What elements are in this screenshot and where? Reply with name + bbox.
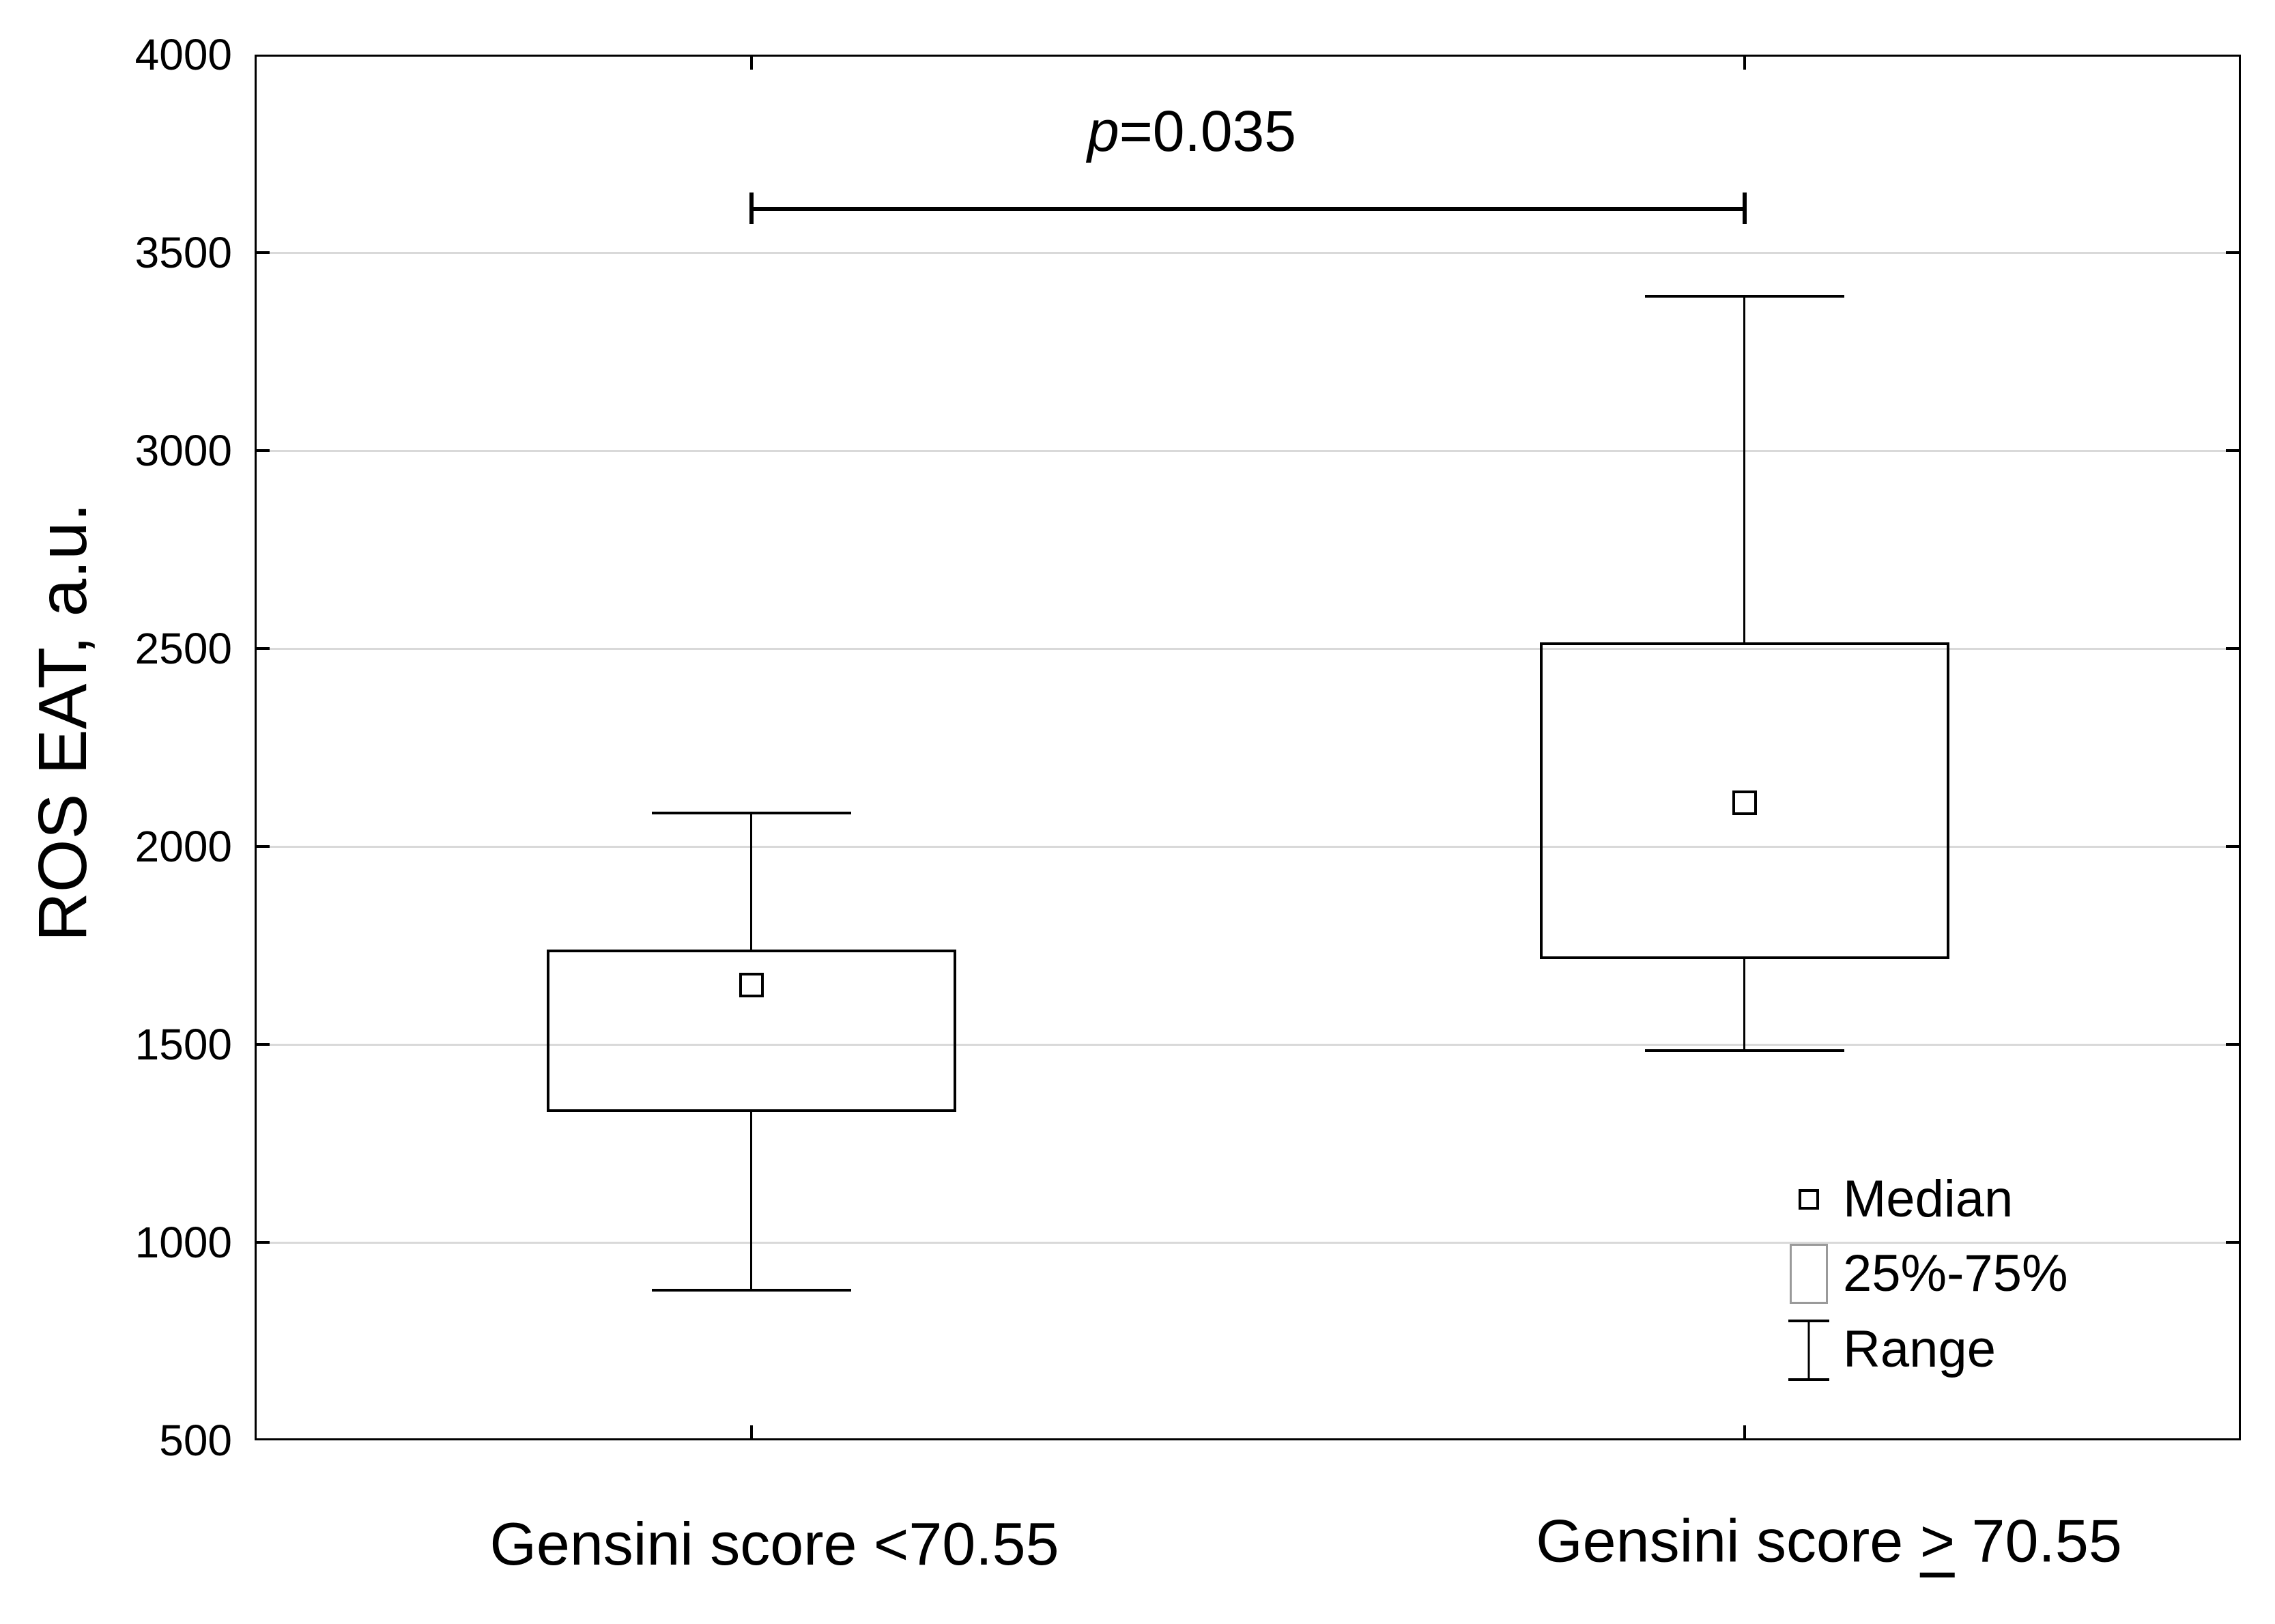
plot-frame (255, 55, 2241, 1440)
box-1-lower-whisker (750, 1111, 752, 1290)
significance-bracket-right-cap (1742, 193, 1747, 225)
y-axis-title: ROS EAT, a.u. (25, 502, 101, 942)
gridline-3000 (255, 450, 2241, 452)
y-tick-label-2000: 2000 (134, 822, 232, 871)
box-1-iqr-rect (546, 949, 956, 1112)
x-tick-top-1 (749, 55, 753, 70)
legend-label-range: Range (1843, 1320, 1996, 1378)
box-2-median-marker (1732, 790, 1757, 816)
y-tick-right-1500 (2226, 1043, 2241, 1046)
gridline-2500 (255, 648, 2241, 650)
y-tick-left-1000 (255, 1241, 270, 1244)
y-tick-label-500: 500 (159, 1416, 232, 1465)
significance-bracket-left-cap (749, 193, 754, 225)
x-tick-bottom-2 (1743, 1425, 1746, 1440)
box-2-max-cap (1644, 294, 1844, 298)
y-tick-left-3000 (255, 449, 270, 452)
y-tick-label-3000: 3000 (134, 426, 232, 475)
y-tick-left-3500 (255, 251, 270, 254)
p-value-rest: =0.035 (1119, 99, 1296, 163)
legend-median-square-icon (1799, 1189, 1819, 1210)
y-tick-label-3500: 3500 (134, 228, 232, 277)
y-tick-label-1000: 1000 (134, 1218, 232, 1267)
y-tick-right-3500 (2226, 251, 2241, 254)
box-1-max-cap (651, 811, 851, 814)
gridline-1500 (255, 1044, 2241, 1046)
y-tick-right-2000 (2226, 845, 2241, 848)
y-tick-left-1500 (255, 1043, 270, 1046)
greater-equal-symbol: > (1919, 1511, 1956, 1578)
gridline-1000 (255, 1242, 2241, 1244)
box-2-lower-whisker (1743, 959, 1745, 1051)
y-tick-label-4000: 4000 (134, 30, 232, 79)
p-value-annotation: p=0.035 (1087, 102, 1296, 160)
legend-box-icon (1790, 1244, 1828, 1304)
y-tick-left-2000 (255, 845, 270, 848)
x-tick-bottom-1 (749, 1425, 753, 1440)
x-category-label-2: Gensini score > 70.55 (1536, 1511, 2122, 1578)
y-tick-label-1500: 1500 (134, 1020, 232, 1069)
box-1-upper-whisker (750, 812, 752, 950)
y-tick-right-1000 (2226, 1241, 2241, 1244)
legend-range-top-cap (1788, 1320, 1829, 1322)
gridline-2000 (255, 846, 2241, 848)
x-tick-top-2 (1743, 55, 1746, 70)
legend-label-median: Median (1843, 1170, 2014, 1228)
box-2-upper-whisker (1743, 296, 1745, 643)
y-tick-right-3000 (2226, 449, 2241, 452)
y-tick-right-2500 (2226, 647, 2241, 650)
x-category-label-1: Gensini score <70.55 (489, 1510, 1059, 1578)
p-variable: p (1087, 99, 1119, 163)
gridline-3500 (255, 252, 2241, 254)
box-1-median-marker (739, 973, 764, 997)
box-2-min-cap (1644, 1049, 1844, 1052)
box-2-iqr-rect (1539, 642, 1949, 960)
y-tick-label-2500: 2500 (134, 624, 232, 673)
legend-range-bottom-cap (1788, 1378, 1829, 1381)
significance-bracket (751, 207, 1745, 212)
legend-range-whisker-icon (1788, 1320, 1829, 1381)
legend-range-line (1807, 1320, 1810, 1381)
legend-label-quartiles: 25%-75% (1843, 1244, 2068, 1302)
y-tick-left-2500 (255, 647, 270, 650)
box-1-min-cap (651, 1288, 851, 1292)
